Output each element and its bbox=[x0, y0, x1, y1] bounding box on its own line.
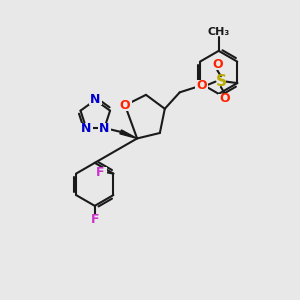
Bar bbox=[118, 100, 132, 111]
Text: O: O bbox=[212, 58, 223, 71]
Text: O: O bbox=[219, 92, 230, 105]
Bar bbox=[211, 59, 224, 70]
Text: CH₃: CH₃ bbox=[208, 27, 230, 37]
Text: F: F bbox=[96, 166, 104, 178]
Text: O: O bbox=[120, 99, 130, 112]
Bar bbox=[218, 94, 231, 104]
Bar bbox=[195, 80, 208, 91]
Text: O: O bbox=[196, 79, 207, 92]
Text: N: N bbox=[90, 93, 101, 106]
Text: S: S bbox=[215, 74, 226, 89]
Bar bbox=[93, 167, 106, 178]
Bar bbox=[98, 123, 111, 134]
Polygon shape bbox=[120, 130, 137, 139]
Text: N: N bbox=[81, 122, 92, 134]
Bar bbox=[88, 214, 101, 225]
Bar bbox=[80, 123, 93, 134]
Bar bbox=[89, 94, 102, 105]
Text: N: N bbox=[99, 122, 110, 134]
Text: F: F bbox=[91, 213, 99, 226]
